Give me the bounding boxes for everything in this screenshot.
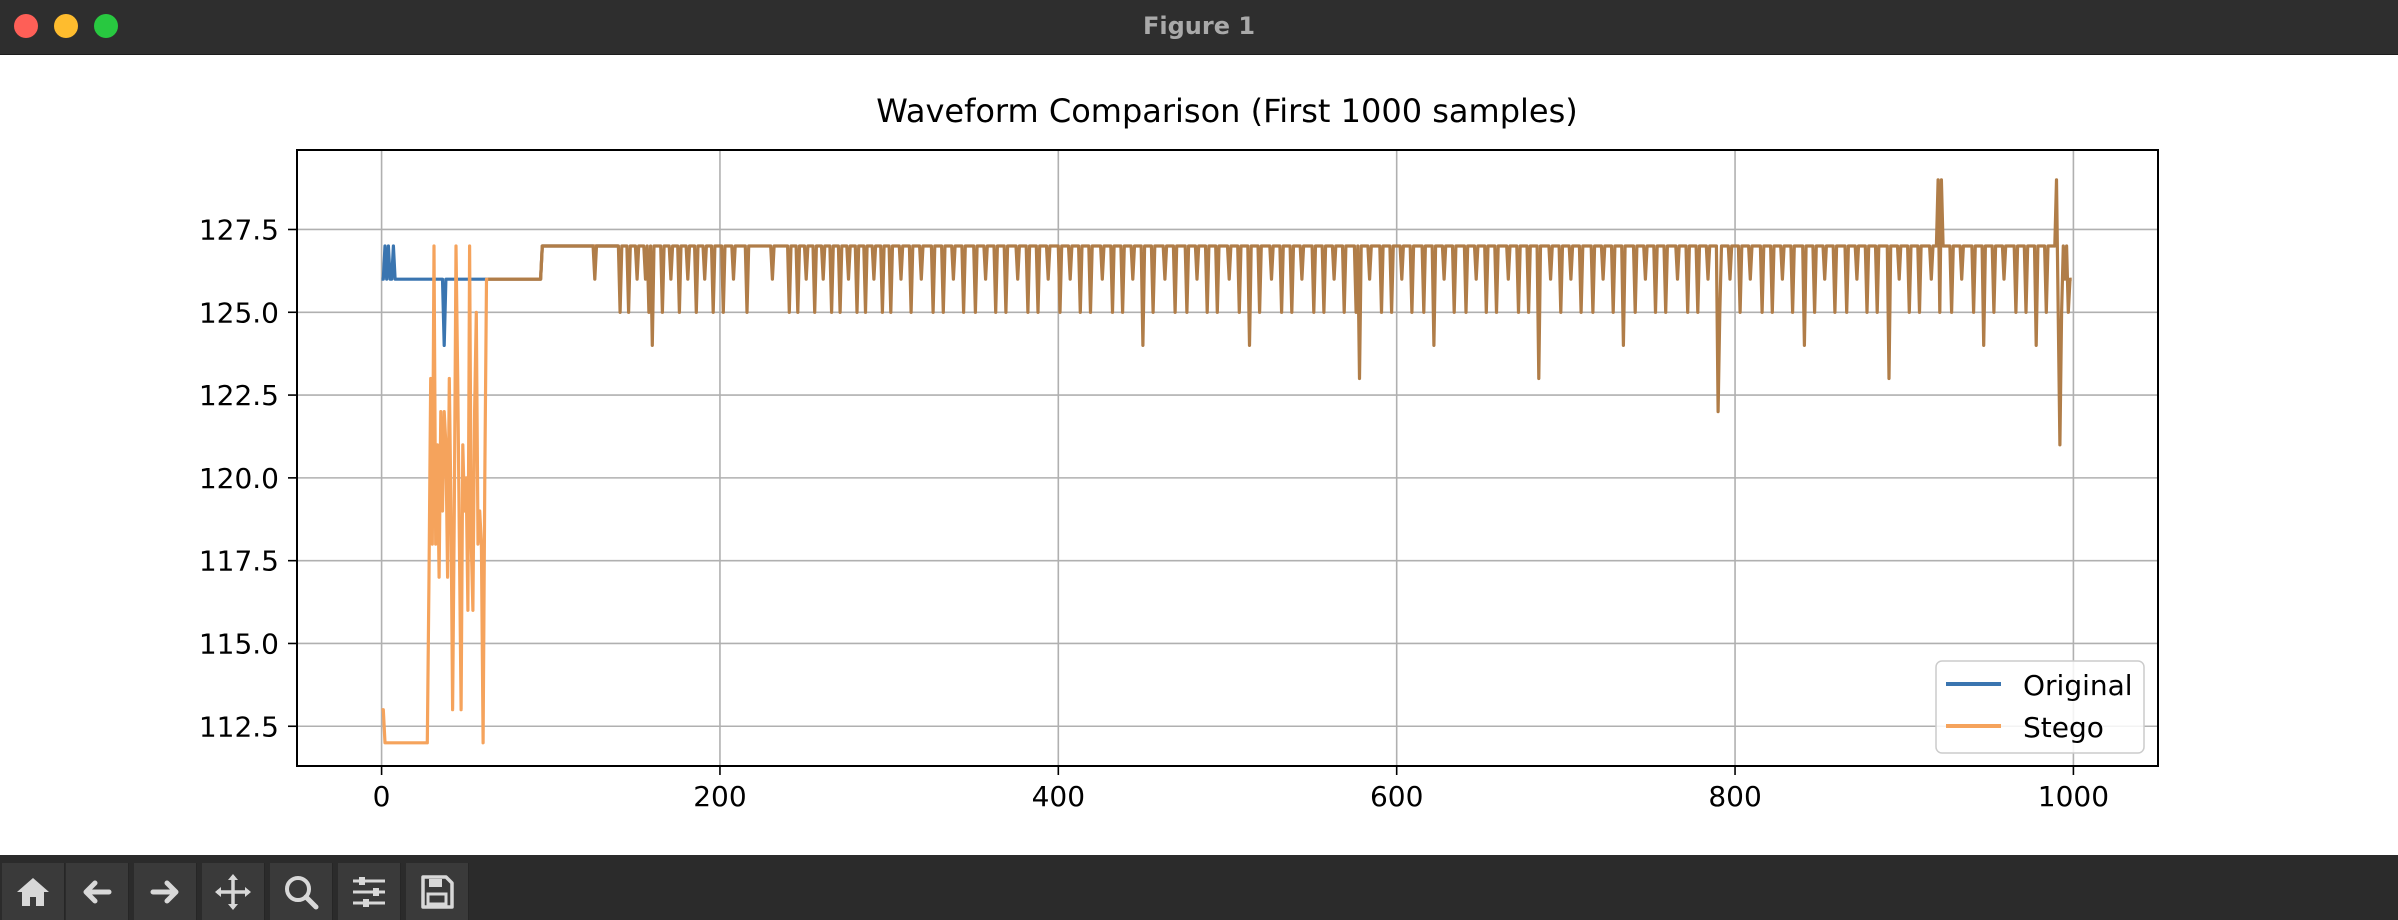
x-tick-label: 800 xyxy=(1708,780,1761,813)
configure-subplots-icon xyxy=(353,876,385,907)
y-tick-label: 112.5 xyxy=(199,710,279,743)
window-title: Figure 1 xyxy=(1142,12,1256,40)
zoom-button[interactable] xyxy=(270,863,333,920)
y-tick-label: 127.5 xyxy=(199,213,279,246)
y-tick-label: 117.5 xyxy=(199,545,279,578)
forward-arrow-icon xyxy=(150,880,179,903)
x-tick-label: 0 xyxy=(373,780,391,813)
back-arrow-icon xyxy=(83,880,112,903)
series-line-overlap xyxy=(488,178,2072,447)
series-line-original xyxy=(381,244,619,347)
close-window-button[interactable] xyxy=(14,14,38,38)
ticks-layer: 0 200 400 600 800 1000 112.5 115.0 117.5 120.0 122… xyxy=(199,213,2109,813)
save-button[interactable] xyxy=(406,863,469,920)
legend-label-stego: Stego xyxy=(2023,711,2104,744)
maximize-window-button[interactable] xyxy=(94,14,118,38)
plot-frame xyxy=(296,149,2159,767)
chart-title: Waveform Comparison (First 1000 samples) xyxy=(876,92,1577,130)
configure-subplots-button[interactable] xyxy=(338,863,401,920)
x-tick-label: 600 xyxy=(1370,780,1423,813)
pan-icon xyxy=(215,873,251,910)
y-tick-label: 122.5 xyxy=(199,379,279,412)
series-layer xyxy=(381,178,2072,745)
grid-layer xyxy=(297,150,2158,766)
y-tick-label: 125.0 xyxy=(199,296,279,329)
legend: Original Stego xyxy=(1935,660,2145,754)
series-line-stego xyxy=(381,244,619,745)
x-tick-label: 400 xyxy=(1032,780,1085,813)
waveform-chart: Waveform Comparison (First 1000 samples)… xyxy=(199,92,2159,813)
zoom-icon xyxy=(285,875,319,909)
legend-label-original: Original xyxy=(2023,669,2133,702)
window-titlebar: Figure 1 xyxy=(0,0,2398,55)
x-tick-label: 1000 xyxy=(2038,780,2109,813)
save-icon xyxy=(421,874,454,909)
x-tick-label: 200 xyxy=(693,780,746,813)
y-tick-label: 115.0 xyxy=(199,627,279,660)
forward-button[interactable] xyxy=(134,863,197,920)
y-tick-label: 120.0 xyxy=(199,462,279,495)
home-icon xyxy=(17,877,49,906)
home-button[interactable] xyxy=(2,863,65,920)
minimize-window-button[interactable] xyxy=(54,14,78,38)
navigation-toolbar xyxy=(0,855,2398,920)
pan-button[interactable] xyxy=(202,863,265,920)
back-button[interactable] xyxy=(66,863,129,920)
figure-canvas: Waveform Comparison (First 1000 samples)… xyxy=(0,55,2398,855)
